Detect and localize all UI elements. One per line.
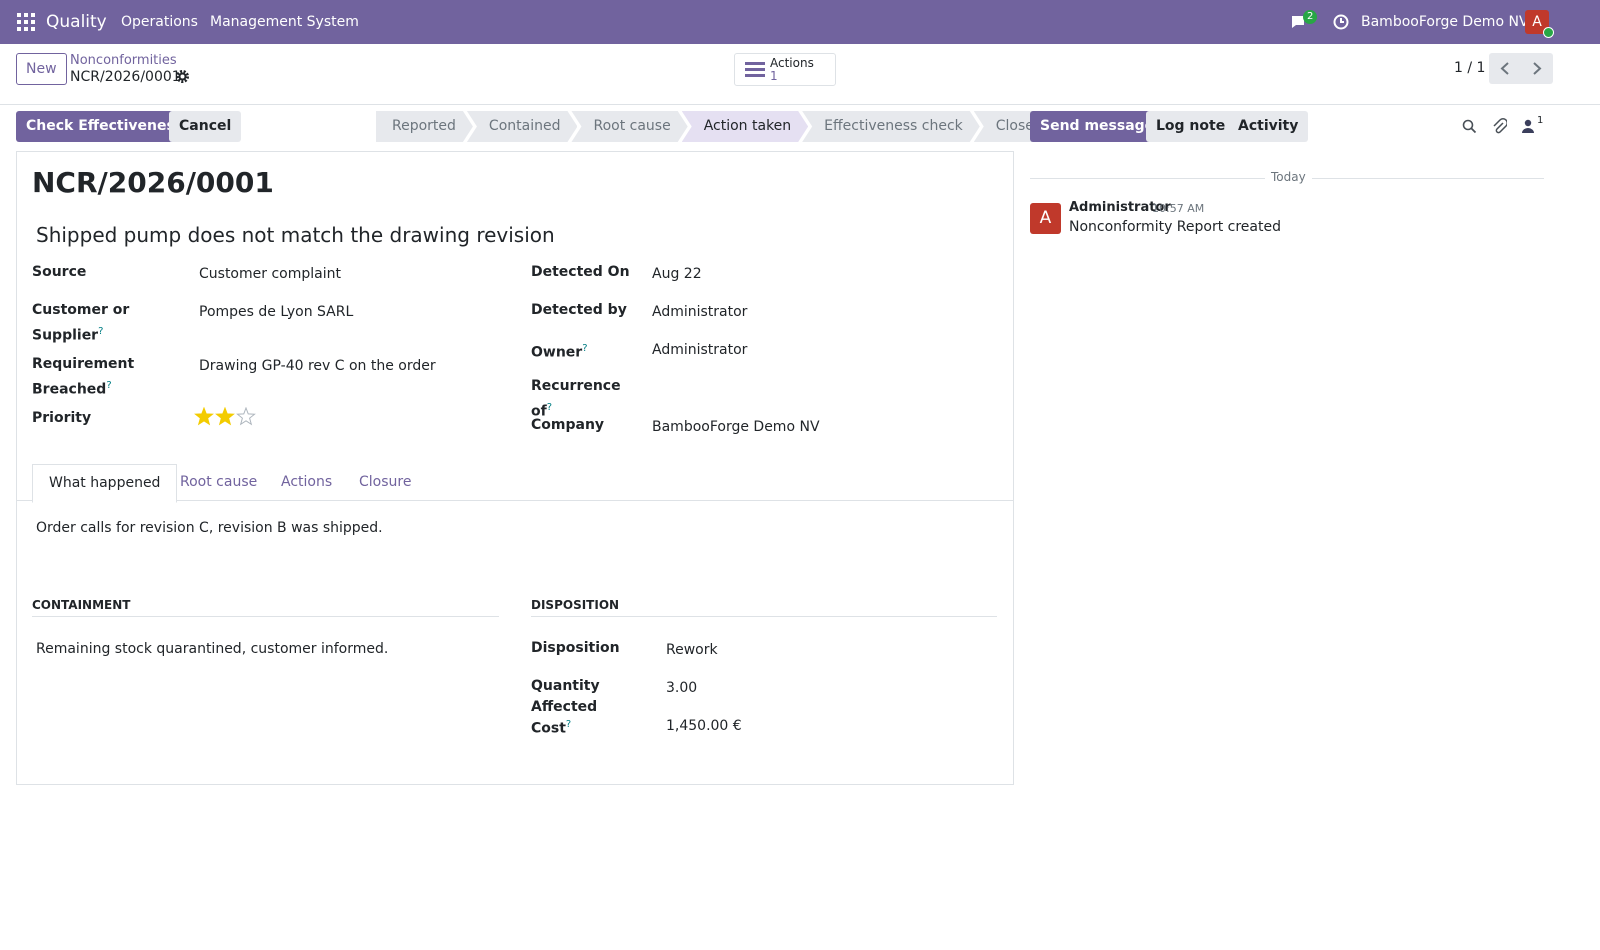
- tabs-border: [17, 500, 1013, 501]
- gear-icon[interactable]: [176, 70, 189, 83]
- message-time: 10:57 AM: [1152, 202, 1205, 215]
- record-name: NCR/2026/0001: [70, 69, 181, 85]
- record-subject: Shipped pump does not match the drawing …: [36, 223, 555, 247]
- attachment-icon[interactable]: [1492, 118, 1507, 135]
- help-marker[interactable]: ?: [546, 402, 553, 413]
- help-marker[interactable]: ?: [582, 343, 588, 354]
- form-sheet: [16, 151, 1014, 785]
- stage[interactable]: Effectiveness check: [802, 111, 980, 142]
- tab[interactable]: Closure: [359, 474, 412, 490]
- field-label: Detected On: [531, 264, 630, 280]
- tab[interactable]: Root cause: [180, 474, 258, 490]
- new-button[interactable]: New: [16, 53, 67, 85]
- cancel-button[interactable]: Cancel: [169, 111, 242, 142]
- field-label: Detected by: [531, 302, 627, 318]
- apps-icon[interactable]: [17, 13, 35, 31]
- field-label: Requirement Breached?: [32, 356, 135, 398]
- tab-content: Order calls for revision C, revision B w…: [36, 520, 383, 536]
- field-label: Recurrence of?: [531, 378, 621, 420]
- stage[interactable]: Root cause: [571, 111, 687, 142]
- activity-button[interactable]: Activity: [1228, 111, 1309, 142]
- activity-icon[interactable]: [1333, 14, 1349, 30]
- field-value: Aug 22: [652, 266, 702, 282]
- followers-icon[interactable]: [1522, 119, 1534, 133]
- tab[interactable]: What happened: [32, 464, 178, 503]
- date-separator: Today: [1265, 170, 1312, 184]
- field-label: Customer or Supplier?: [32, 302, 130, 344]
- actions-button[interactable]: Actions 1: [734, 53, 836, 86]
- stage[interactable]: Action taken: [682, 111, 808, 142]
- priority-stars: [194, 406, 257, 427]
- field-value: Drawing GP-40 rev C on the order: [199, 358, 436, 374]
- star-empty[interactable]: [236, 406, 256, 426]
- stage[interactable]: Contained: [467, 111, 578, 142]
- company-switch[interactable]: BambooForge Demo NV: [1361, 14, 1529, 30]
- actions-icon: [745, 62, 765, 77]
- messages-badge: 2: [1303, 10, 1318, 24]
- field-value: Pompes de Lyon SARL: [199, 304, 354, 320]
- breadcrumb[interactable]: Nonconformities: [70, 53, 177, 68]
- tab[interactable]: Actions: [281, 474, 333, 490]
- prev-button[interactable]: [1499, 62, 1511, 75]
- section-title: CONTAINMENT: [32, 598, 499, 617]
- star-filled[interactable]: [215, 406, 235, 426]
- followers-count: 1: [1537, 115, 1544, 126]
- help-marker[interactable]: ?: [106, 380, 112, 391]
- pager: 1 / 1: [1454, 60, 1486, 76]
- star-filled[interactable]: [194, 406, 214, 426]
- stage[interactable]: Reported: [376, 111, 473, 142]
- field-value: 3.00: [666, 680, 698, 696]
- status-dot: [1543, 27, 1554, 38]
- app-name[interactable]: Quality: [46, 12, 107, 32]
- check-effectiveness-button[interactable]: Check Effectiveness: [16, 111, 194, 142]
- message-avatar: A: [1030, 203, 1061, 234]
- field-value: Customer complaint: [199, 266, 341, 282]
- field-value: Administrator: [652, 304, 748, 320]
- messages-icon[interactable]: [1290, 14, 1308, 30]
- field-label: Quantity Affected: [531, 678, 600, 715]
- message-body: Nonconformity Report created: [1069, 219, 1281, 235]
- field-label: Cost?: [531, 719, 572, 737]
- menu[interactable]: Operations: [121, 14, 198, 30]
- star-rating[interactable]: [194, 406, 257, 427]
- send-message-button[interactable]: Send message: [1030, 111, 1165, 142]
- help-marker[interactable]: ?: [565, 719, 572, 730]
- field-label: Disposition: [531, 640, 620, 656]
- control-panel: [0, 44, 1600, 105]
- log-note-button[interactable]: Log note: [1146, 111, 1236, 142]
- record-title: NCR/2026/0001: [32, 166, 274, 199]
- field-value: BambooForge Demo NV: [652, 419, 820, 435]
- statusbar-stages: Reported Contained Root cause Action tak…: [376, 111, 1060, 142]
- actions-label: Actions: [770, 56, 814, 70]
- menu[interactable]: Management System: [210, 14, 359, 30]
- actions-count: 1: [770, 69, 778, 83]
- navbar: Quality Operations Management System 2 B…: [0, 0, 1600, 44]
- pager-buttons: [1489, 53, 1553, 84]
- field-label: Source: [32, 264, 87, 280]
- field-value: 1,450.00 €: [666, 718, 742, 734]
- search-icon[interactable]: [1462, 119, 1477, 134]
- field-value: Administrator: [652, 342, 748, 358]
- next-button[interactable]: [1531, 62, 1543, 75]
- help-marker[interactable]: ?: [98, 326, 104, 337]
- message-author[interactable]: Administrator: [1069, 200, 1171, 215]
- field-label: Priority: [32, 410, 92, 426]
- field-label: Owner?: [531, 343, 588, 361]
- section-title: DISPOSITION: [531, 598, 997, 617]
- section-text: Remaining stock quarantined, customer in…: [36, 641, 389, 657]
- field-label: Company: [531, 417, 605, 433]
- field-value: Rework: [666, 642, 718, 658]
